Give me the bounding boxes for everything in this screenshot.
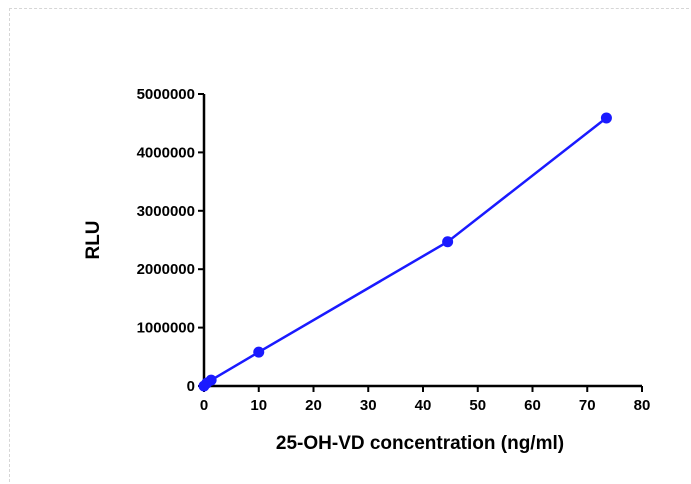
y-tick-label: 5000000 xyxy=(137,86,195,103)
data-point xyxy=(600,112,612,124)
x-tick-label: 80 xyxy=(634,397,651,414)
x-tick-label: 10 xyxy=(250,397,267,414)
y-axis-title: RLU xyxy=(83,220,104,259)
y-tick-label: 3000000 xyxy=(137,203,195,220)
data-point xyxy=(205,374,217,386)
y-axis: 0 1000000 2000000 3000000 4000000 5000000 xyxy=(137,86,206,395)
x-tick-label: 20 xyxy=(305,397,322,414)
y-tick-label: 0 xyxy=(187,378,195,395)
data-point xyxy=(442,236,454,248)
y-tick-label: 2000000 xyxy=(137,261,195,278)
x-tick-label: 70 xyxy=(579,397,596,414)
x-tick-label: 60 xyxy=(524,397,541,414)
series-layer xyxy=(198,112,612,392)
x-tick-label: 50 xyxy=(469,397,486,414)
y-tick-label: 4000000 xyxy=(137,144,195,161)
y-tick-label: 1000000 xyxy=(137,320,195,337)
series-line xyxy=(203,116,608,387)
x-axis: 0 10 20 30 40 50 60 70 80 xyxy=(200,384,651,414)
x-tick-label: 30 xyxy=(360,397,377,414)
x-axis-title: 25-OH-VD concentration (ng/ml) xyxy=(276,433,564,454)
x-tick-label: 0 xyxy=(200,397,208,414)
data-point xyxy=(253,346,265,358)
figure-frame xyxy=(9,8,689,482)
x-tick-label: 40 xyxy=(415,397,432,414)
